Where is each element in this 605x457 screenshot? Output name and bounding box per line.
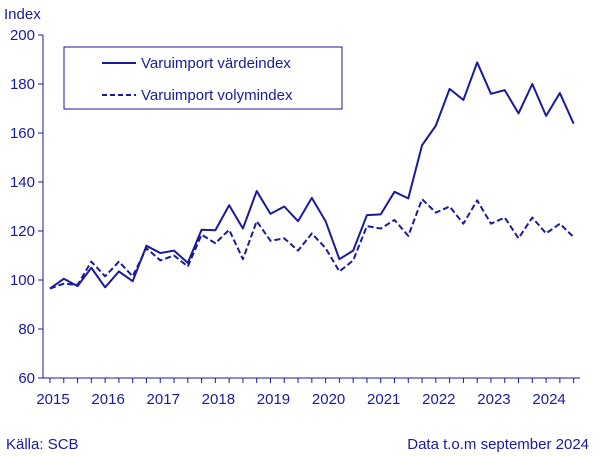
- y-tick-label: 200: [10, 27, 35, 44]
- x-tick-label: 2016: [91, 391, 124, 408]
- y-axis-title: Index: [4, 6, 41, 23]
- x-tick-label: 2018: [202, 391, 235, 408]
- series-line-volymindex: [49, 198, 575, 290]
- y-tick-label: 120: [10, 223, 35, 240]
- x-tick-label: 2019: [257, 391, 290, 408]
- source-note: Källa: SCB: [6, 436, 79, 453]
- y-tick-label: 140: [10, 174, 35, 191]
- y-axis-ticks: 60 80 100 120 140 160 180 200: [10, 27, 43, 387]
- y-tick-label: 160: [10, 125, 35, 142]
- x-tick-label: 2017: [147, 391, 180, 408]
- legend-box: [63, 46, 343, 110]
- x-axis-ticks: 2015 2016 2017 2018 2019 2020 2021 2022 2023 2024: [36, 378, 575, 408]
- x-tick-label: 2020: [312, 391, 345, 408]
- x-tick-label: 2015: [36, 391, 69, 408]
- y-tick-label: 80: [18, 321, 35, 338]
- legend: Varuimport värdeindex Varuimport volymin…: [63, 46, 343, 110]
- series-layer: [49, 61, 575, 290]
- y-tick-label: 100: [10, 272, 35, 289]
- legend-label-volymindex: Varuimport volymindex: [141, 87, 293, 104]
- x-tick-label: 2023: [477, 391, 510, 408]
- legend-label-vardeindex: Varuimport värdeindex: [141, 55, 291, 72]
- x-tick-label: 2024: [532, 391, 565, 408]
- y-tick-label: 60: [18, 370, 35, 387]
- x-tick-label: 2021: [367, 391, 400, 408]
- series-line-vardeindex: [49, 61, 575, 290]
- x-tick-label: 2022: [422, 391, 455, 408]
- y-tick-label: 180: [10, 76, 35, 93]
- data-coverage-note: Data t.o.m september 2024: [407, 436, 589, 453]
